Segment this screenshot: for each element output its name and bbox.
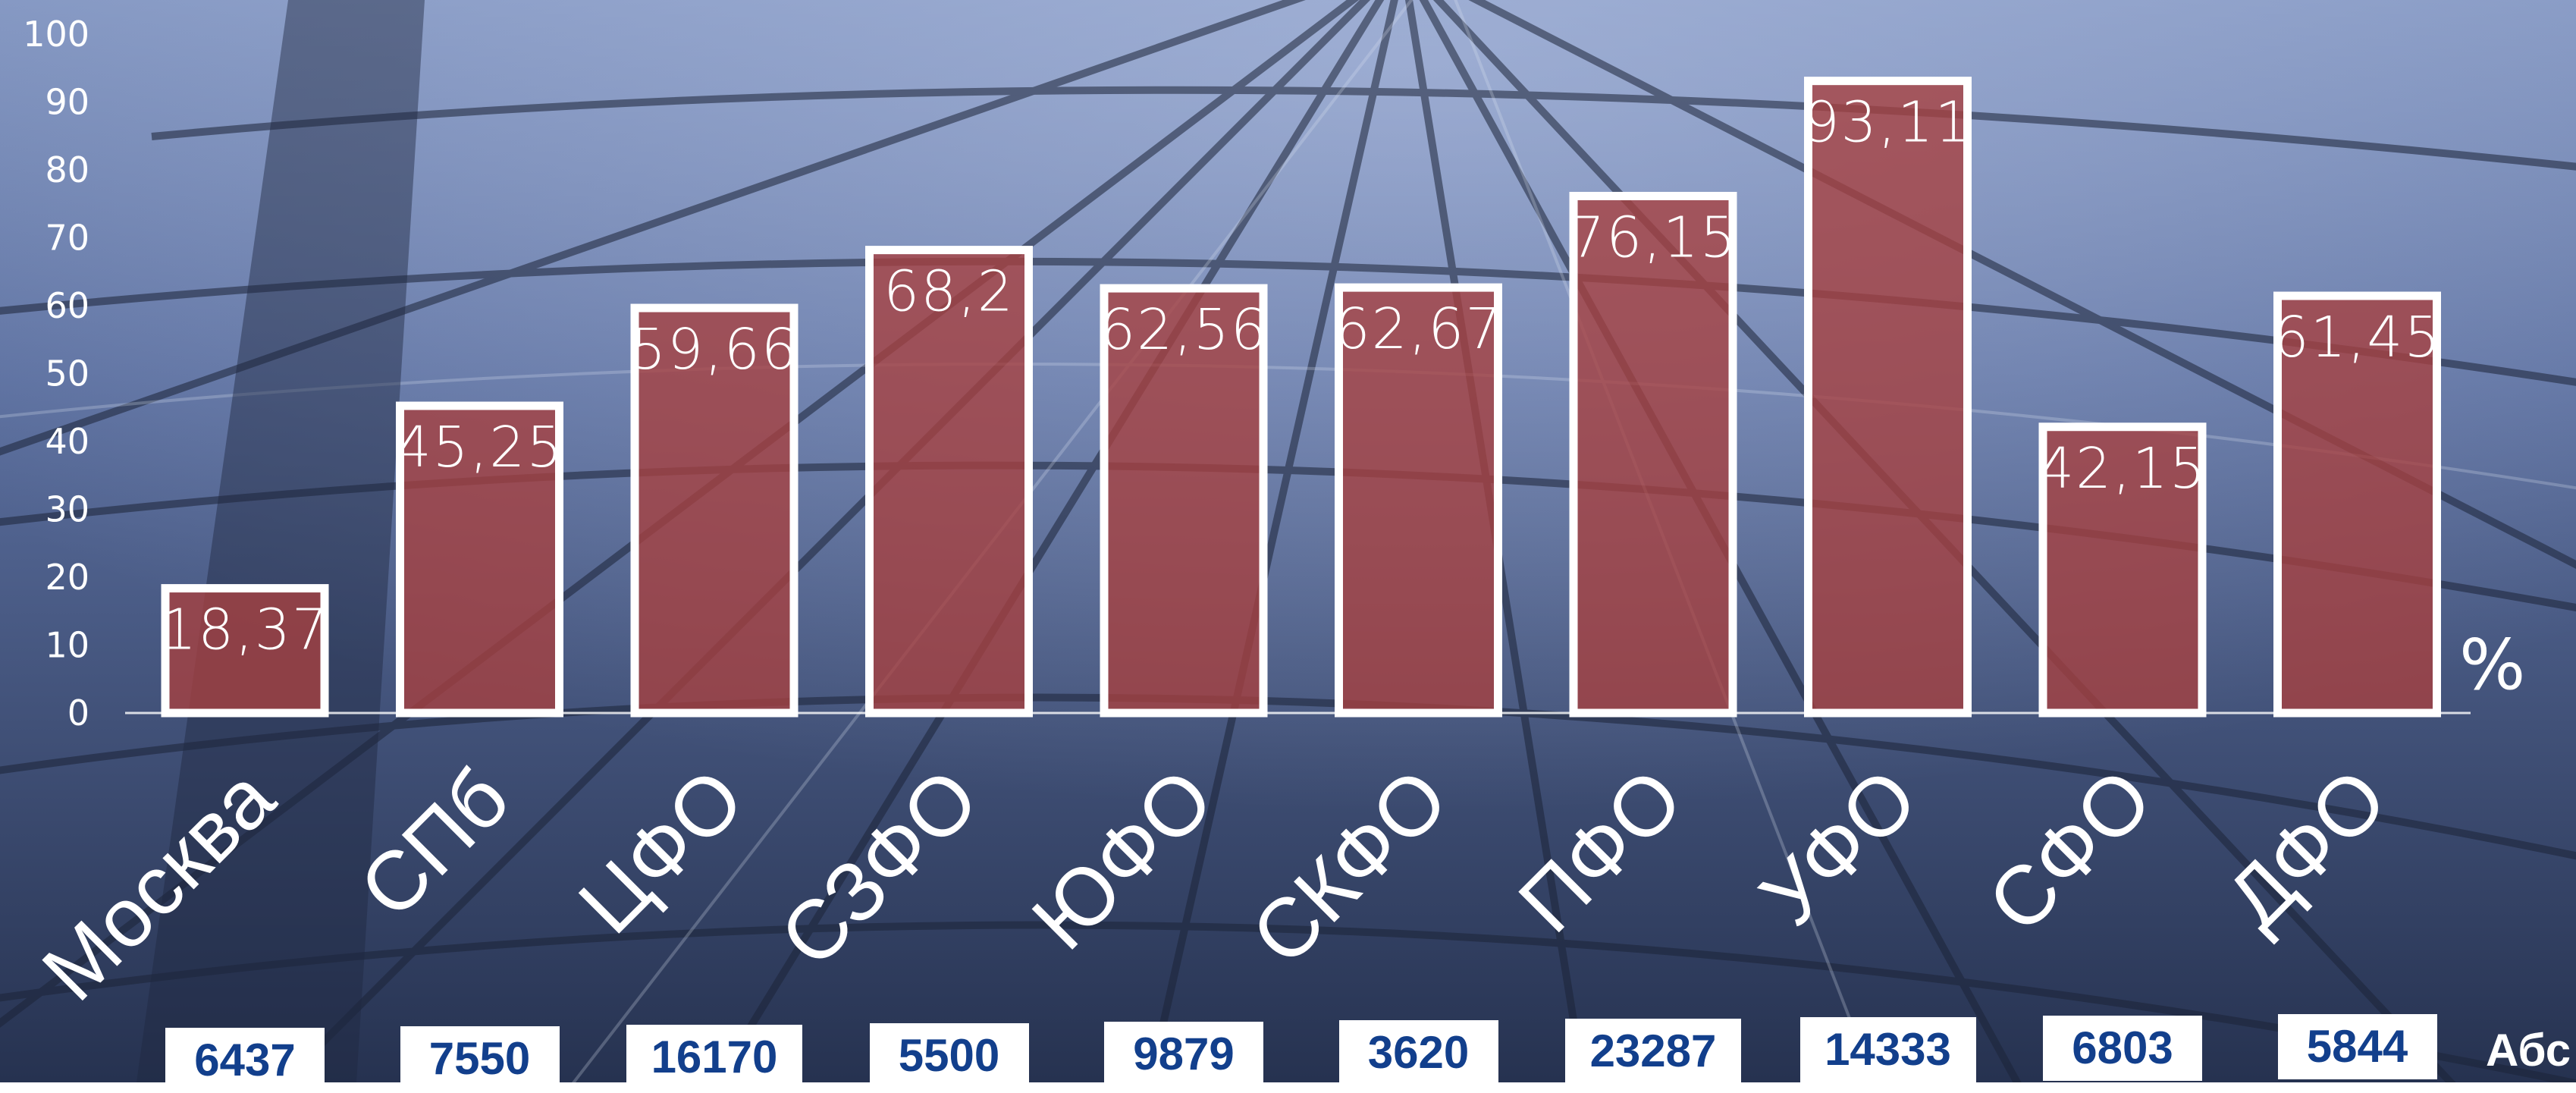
y-tick-label: 90 xyxy=(45,82,89,123)
unit-label: % xyxy=(2459,624,2525,705)
category-label: ДФО xyxy=(2209,751,2405,947)
bar xyxy=(1804,77,1972,718)
bar xyxy=(396,401,563,718)
category-label: Москва xyxy=(24,750,292,1018)
y-tick-label: 50 xyxy=(45,353,89,394)
category-label: СЗФО xyxy=(762,751,996,985)
absolute-value-box: 5844 xyxy=(2277,1014,2437,1079)
bar-value-label: 18,37 xyxy=(161,598,329,663)
absolute-value-box: 6437 xyxy=(165,1028,325,1093)
absolute-value-box: 23287 xyxy=(1565,1019,1741,1084)
category-labels-group: Москва СПб ЦФО СЗФО ЮФО СКФО ПФО УФО СФО ДФО xyxy=(24,750,2404,1018)
bar-value-label: 68,2 xyxy=(883,259,1015,325)
category-label: ПФО xyxy=(1501,751,1700,950)
y-tick-label: 0 xyxy=(67,693,89,733)
bar-value-label: 61,45 xyxy=(2273,305,2442,370)
y-tick-label: 10 xyxy=(45,625,89,666)
category-label: СПб xyxy=(342,751,527,936)
absolute-value-box: 6803 xyxy=(2043,1016,2202,1081)
bar-value-label: 93,11 xyxy=(1804,90,1972,155)
bar xyxy=(2038,422,2207,718)
absolute-value-box: 7550 xyxy=(400,1026,560,1091)
bar xyxy=(1335,283,1502,718)
y-tick-label: 100 xyxy=(23,14,89,55)
bar xyxy=(1569,191,1737,718)
y-axis-ticks: 0 10 20 30 40 50 60 70 80 90 100 xyxy=(23,14,89,733)
bar-value-label: 42,15 xyxy=(2038,436,2207,501)
absolute-values-title: Абс xyxy=(2486,1025,2571,1076)
absolute-value-box: 5500 xyxy=(869,1023,1029,1088)
y-tick-label: 40 xyxy=(45,421,89,462)
bar-value-label: 76,15 xyxy=(1569,205,1737,270)
category-label: УФО xyxy=(1743,751,1934,943)
y-tick-label: 20 xyxy=(45,557,89,598)
bar xyxy=(1100,284,1268,718)
bar xyxy=(630,303,799,718)
value-labels-group: 18,37 45,25 59,66 68,2 62,56 62,67 76,15 93,11 4… xyxy=(161,90,2442,663)
y-tick-label: 30 xyxy=(45,489,89,530)
bar xyxy=(161,584,329,718)
category-label: ЦФО xyxy=(561,751,761,951)
y-tick-label: 70 xyxy=(45,218,89,259)
absolute-value-box: 9879 xyxy=(1104,1022,1263,1087)
bar xyxy=(865,246,1033,718)
bars-group xyxy=(161,77,2441,718)
category-label: СФО xyxy=(1970,751,2170,950)
y-tick-label: 80 xyxy=(45,149,89,190)
bar-value-label: 62,67 xyxy=(1335,297,1503,362)
y-tick-label: 60 xyxy=(45,285,89,326)
absolute-value-box: 16170 xyxy=(626,1025,802,1090)
absolute-value-box: 3620 xyxy=(1338,1020,1498,1085)
bar-value-label: 62,56 xyxy=(1100,297,1268,363)
category-label: ЮФО xyxy=(1015,751,1231,967)
bar xyxy=(2273,291,2441,718)
bar-value-label: 45,25 xyxy=(396,415,564,480)
bar-value-label: 59,66 xyxy=(630,317,799,382)
category-label: СКФО xyxy=(1234,751,1465,982)
absolute-value-box: 14333 xyxy=(1799,1017,1976,1082)
